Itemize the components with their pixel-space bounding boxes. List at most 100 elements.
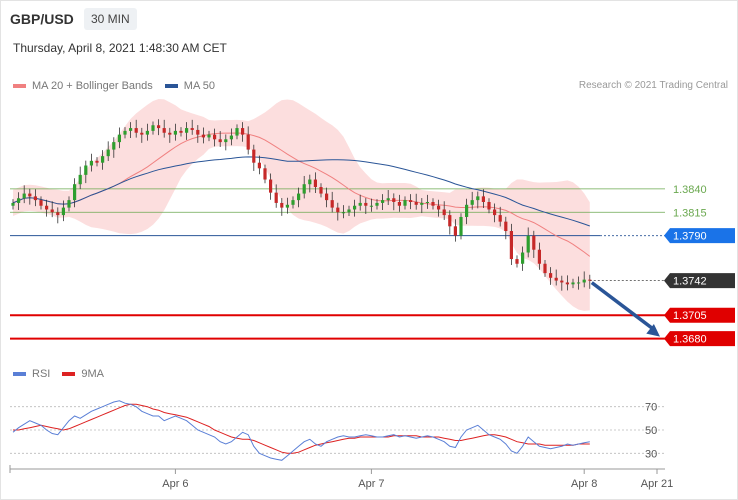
candle — [459, 213, 463, 240]
candle-body — [280, 202, 284, 208]
candle-body — [89, 160, 93, 166]
timeframe-button[interactable]: 30 MIN — [84, 8, 137, 30]
candle-body — [17, 198, 21, 203]
candle — [509, 223, 513, 266]
candle-body — [498, 215, 502, 222]
candle-body — [465, 204, 469, 217]
candle — [515, 255, 519, 268]
candle — [56, 207, 60, 224]
candle-body — [325, 193, 329, 201]
candle — [246, 126, 250, 155]
candle — [493, 203, 497, 223]
candle — [252, 144, 256, 171]
candle — [448, 210, 452, 235]
candle-body — [397, 201, 401, 206]
candle — [257, 155, 261, 175]
candle-body — [420, 202, 424, 205]
candle — [397, 194, 401, 212]
candle — [45, 199, 49, 217]
forecast-arrow-head — [646, 324, 660, 337]
candle — [117, 127, 121, 149]
candle-body — [235, 128, 239, 136]
candle-body — [515, 259, 519, 264]
candle — [145, 123, 149, 141]
candle-body — [56, 212, 60, 216]
candle — [297, 187, 301, 208]
legend-item-rsi: RSI — [13, 368, 50, 380]
candle-body — [151, 125, 155, 131]
candle — [84, 160, 88, 184]
candle-body — [336, 207, 340, 213]
price-legend: MA 20 + Bollinger Bands MA 50 — [13, 80, 227, 92]
candle-body — [252, 149, 256, 163]
candle-body — [207, 134, 211, 138]
level-tag-bg — [664, 273, 735, 289]
candle-body — [61, 207, 65, 216]
bollinger-band — [13, 99, 590, 311]
candle-body — [571, 282, 575, 285]
candle — [67, 196, 71, 212]
candle — [565, 275, 569, 291]
candle-body — [50, 209, 54, 213]
candle-body — [341, 212, 345, 214]
pair-title: GBP/USD — [10, 11, 74, 27]
rsi-legend: RSI 9MA — [13, 368, 116, 380]
level-label: 1.3705 — [673, 310, 707, 322]
candle — [11, 199, 15, 210]
candle-body — [269, 179, 273, 193]
candle — [409, 194, 413, 210]
candle — [269, 173, 273, 200]
candle-body — [241, 128, 245, 135]
candle — [420, 198, 424, 214]
candle-body — [453, 226, 457, 236]
legend-item-ma50: MA 50 — [164, 80, 215, 92]
candle-body — [577, 282, 581, 284]
candle-body — [526, 235, 530, 253]
candle — [414, 193, 418, 210]
candle-body — [409, 200, 413, 202]
candle-body — [353, 205, 357, 210]
x-tick-label: Apr 7 — [358, 478, 384, 490]
rsi-line — [12, 400, 590, 461]
candle-body — [509, 231, 513, 260]
candle-body — [493, 209, 497, 216]
candle-body — [39, 200, 43, 206]
candle — [95, 157, 99, 167]
candle — [218, 131, 222, 147]
candle — [280, 198, 284, 216]
candle-body — [134, 128, 138, 133]
candle-body — [504, 221, 508, 231]
candle — [263, 164, 267, 184]
candle — [588, 274, 592, 289]
candle — [453, 219, 457, 242]
price-level-tag: 1.3790 — [664, 228, 735, 244]
candle-body — [425, 201, 429, 203]
candle-body — [157, 125, 161, 129]
candle — [73, 178, 77, 208]
candle-body — [162, 128, 166, 133]
candle — [470, 191, 474, 210]
candle — [89, 153, 93, 172]
candle — [481, 189, 485, 208]
candle — [364, 198, 368, 214]
candle — [526, 227, 530, 258]
candle-body — [28, 193, 32, 197]
candle-body — [257, 162, 261, 169]
candle — [403, 196, 407, 210]
candle-body — [168, 132, 172, 135]
candle — [336, 202, 340, 221]
candle-body — [101, 156, 105, 163]
price-level-tag: 1.3680 — [664, 331, 735, 347]
candle — [582, 271, 586, 288]
candle-body — [123, 130, 127, 135]
candle — [560, 275, 564, 291]
candle — [476, 191, 480, 209]
candle-body — [302, 184, 306, 194]
candle — [224, 134, 228, 151]
level-label: 1.3790 — [673, 231, 707, 243]
legend-swatch — [164, 84, 178, 88]
candle — [134, 119, 138, 138]
candle — [106, 141, 110, 162]
price-level-tag: 1.3840 — [673, 184, 707, 196]
candle-body — [381, 200, 385, 203]
